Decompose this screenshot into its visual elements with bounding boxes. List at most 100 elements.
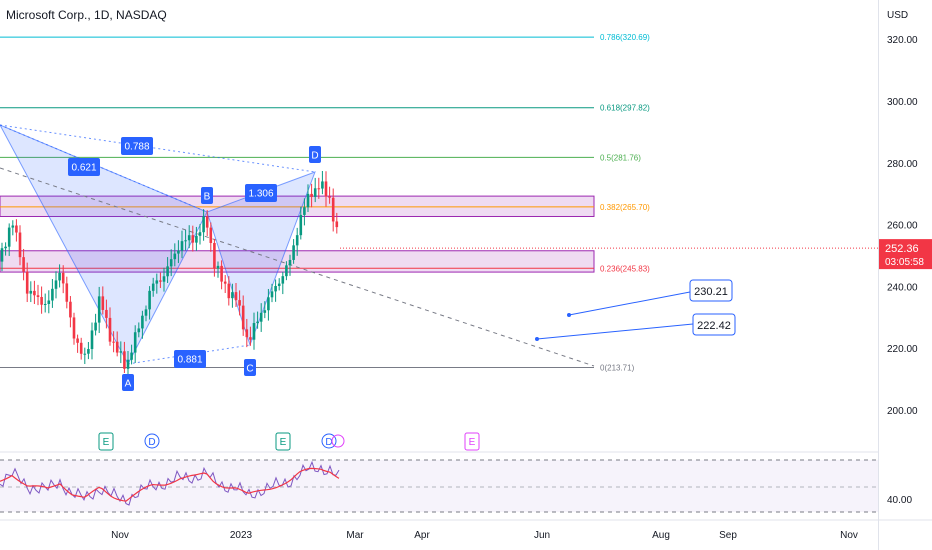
event-marker-label: E xyxy=(469,437,476,448)
event-marker-dividend xyxy=(321,433,337,449)
candle-body xyxy=(331,197,335,222)
candle-body xyxy=(162,276,166,282)
fib-level-label: 0.236(245.83) xyxy=(600,264,650,273)
candle-body xyxy=(47,300,51,304)
candle-body xyxy=(36,295,40,297)
target-line-2 xyxy=(536,323,694,340)
point-d-label: D xyxy=(311,151,318,162)
event-marker-label: E xyxy=(280,437,287,448)
time-axis-label: Aug xyxy=(652,530,670,541)
candle-body xyxy=(7,227,11,247)
target-2-label: 222.42 xyxy=(697,320,731,332)
ratio-label-xb: 0.621 xyxy=(71,163,96,174)
candle-body xyxy=(270,291,274,298)
supply-zone xyxy=(0,195,595,217)
candle-body xyxy=(83,353,87,355)
point-b-label: B xyxy=(204,192,211,203)
candle-body xyxy=(76,338,79,343)
candle-body xyxy=(299,214,303,236)
candle-body xyxy=(209,227,213,243)
candle-body xyxy=(115,341,119,353)
rsi-axis-tick: 40.00 xyxy=(887,495,912,506)
candle-body xyxy=(173,253,177,260)
candle-body xyxy=(313,188,317,197)
candle-body xyxy=(54,280,58,289)
candle-body xyxy=(4,246,7,249)
event-marker-earnings xyxy=(464,432,480,451)
countdown-label: 03:05:58 xyxy=(885,257,924,268)
candle-body xyxy=(108,317,112,342)
candle-body xyxy=(234,292,238,301)
candle-body xyxy=(187,235,191,241)
candle-body xyxy=(249,337,252,340)
candle-body xyxy=(306,193,310,208)
candle-body xyxy=(281,276,285,284)
time-axis-label: 2023 xyxy=(230,530,253,541)
target-1-box xyxy=(689,279,733,302)
candle-body xyxy=(202,216,205,233)
candle-body xyxy=(328,196,331,198)
candle-body xyxy=(263,310,267,313)
candle-body xyxy=(213,242,216,269)
event-marker-label: D xyxy=(148,437,155,448)
current-price-label: 252.36 xyxy=(885,243,919,255)
fib-level-label: 0(213.71) xyxy=(600,363,635,372)
candle-body xyxy=(151,283,155,291)
candle-body xyxy=(295,235,299,246)
candle-body xyxy=(335,221,339,228)
price-axis-tick: 320.00 xyxy=(887,35,918,46)
point-d-label-badge xyxy=(309,146,321,163)
ratio-label-bd: 1.306 xyxy=(248,189,273,200)
candle-body xyxy=(159,280,162,282)
candle-body xyxy=(277,283,281,287)
candle-body xyxy=(97,296,101,323)
point-a-label: A xyxy=(125,379,132,390)
price-axis-tick: 220.00 xyxy=(887,344,918,355)
fib-level-label: 0.382(265.70) xyxy=(600,203,650,212)
ratio-label-xb-badge xyxy=(68,158,100,176)
candle-body xyxy=(241,305,245,330)
event-marker-label: E xyxy=(103,437,110,448)
price-axis-tick: 240.00 xyxy=(887,282,918,293)
time-axis-label: Apr xyxy=(414,530,430,541)
time-axis-label: Jun xyxy=(534,530,550,541)
fib-level-label: 0.618(297.82) xyxy=(600,104,650,113)
candle-body xyxy=(195,235,198,243)
candle-body xyxy=(29,290,33,294)
candle-body xyxy=(101,296,105,310)
candle-body xyxy=(58,272,61,281)
candle-body xyxy=(112,341,115,343)
rsi-ma-line xyxy=(0,467,340,502)
candle-body xyxy=(133,332,137,353)
candle-body xyxy=(123,351,126,369)
candle-body xyxy=(288,259,292,266)
event-marker-earnings xyxy=(98,432,114,451)
candle-body xyxy=(40,296,43,305)
ratio-label-xa: 0.881 xyxy=(177,355,202,366)
candle-body xyxy=(105,309,108,318)
candle-body xyxy=(227,283,231,299)
candle-body xyxy=(274,286,277,292)
point-b-label-badge xyxy=(201,187,213,204)
candle-body xyxy=(69,301,72,318)
candle-body xyxy=(43,303,47,305)
time-axis-label: Nov xyxy=(111,530,129,541)
fib-level-label: 0.5(281.76) xyxy=(600,153,641,162)
candle-body xyxy=(216,265,220,269)
point-a-label-badge xyxy=(122,374,134,391)
point-c-label-badge xyxy=(244,359,256,376)
candle-body xyxy=(148,290,151,310)
candle-body xyxy=(144,309,148,316)
candle-body xyxy=(25,271,29,294)
target-line-1 xyxy=(568,291,691,316)
event-marker-label: D xyxy=(325,437,332,448)
event-marker-extra xyxy=(331,434,345,448)
candle-body xyxy=(259,312,263,322)
candle-body xyxy=(231,292,234,299)
currency-label: USD xyxy=(887,10,908,21)
candle-body xyxy=(15,225,18,233)
candle-body xyxy=(61,272,65,284)
ratio-label-ac: 0.788 xyxy=(124,142,149,153)
candle-body xyxy=(90,330,94,350)
